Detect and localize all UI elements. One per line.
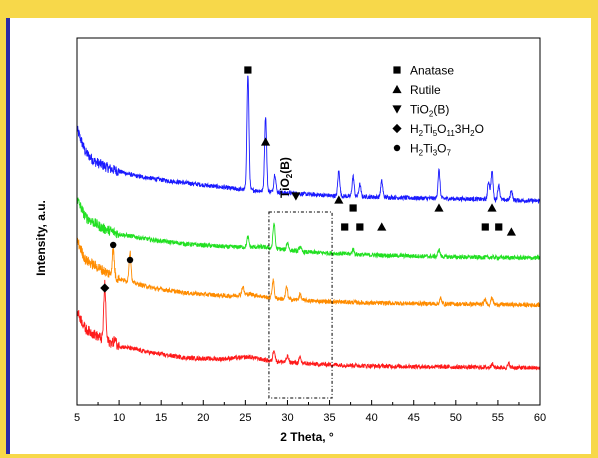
marker-triangle-up — [434, 203, 444, 212]
legend-label: H2Ti3O7 — [410, 142, 451, 158]
legend-label-part: H — [410, 142, 419, 156]
marker-circle — [126, 256, 134, 264]
plot-frame — [76, 37, 541, 406]
marker-triangle-up — [260, 137, 271, 146]
region-box-label-tail: (B) — [278, 157, 292, 174]
legend-label-sub: 2 — [470, 129, 475, 138]
legend-marker-square — [393, 66, 401, 74]
legend-label-part: H — [410, 122, 419, 136]
x-tick-label: 35 — [323, 412, 335, 424]
series-line-3 — [76, 237, 541, 309]
legend-label-part: Ti — [423, 142, 433, 156]
marker-circle — [109, 241, 117, 249]
marker-triangle-down — [291, 192, 301, 201]
legend-label: H2Ti5O113H2O — [410, 122, 484, 138]
region-box-layer: TiO2(B) — [268, 157, 333, 399]
legend-label-sub: 5 — [433, 129, 438, 138]
x-tick-label: 25 — [239, 412, 251, 424]
legend-label-sub: 2 — [429, 110, 434, 119]
x-axis-label: 2 Theta, ° — [280, 430, 334, 444]
legend-label-part: TiO — [410, 103, 429, 117]
series-line-2 — [76, 197, 541, 262]
marker-square — [495, 223, 503, 231]
marker-square — [349, 204, 357, 212]
legend-label: Anatase — [410, 64, 454, 78]
legend-label-part: O — [437, 142, 446, 156]
legend-label-part: O — [475, 122, 484, 136]
figure-panel — [6, 18, 591, 454]
x-tick-label: 15 — [155, 412, 167, 424]
axes: 5 10 15 20 25 30 35 40 45 50 55 60 — [74, 37, 546, 424]
marker-square — [244, 66, 252, 74]
marker-square — [481, 223, 489, 231]
x-tick-label: 5 — [74, 412, 80, 424]
x-tick-label: 45 — [408, 412, 420, 424]
y-axis-label: Intensity, a.u. — [34, 200, 48, 276]
legend-label-part: Ti — [423, 122, 433, 136]
legend-label-part: Anatase — [410, 64, 454, 78]
x-tick-label: 60 — [534, 412, 546, 424]
legend-label: Rutile — [410, 83, 441, 97]
legend-label: TiO2(B) — [410, 103, 449, 119]
series-line-4 — [76, 279, 541, 371]
tio2b-region-box — [268, 211, 333, 399]
x-tick-label: 10 — [113, 412, 125, 424]
region-box-label: TiO2(B) — [278, 157, 294, 198]
legend-label-sub: 2 — [419, 129, 424, 138]
marker-triangle-up — [487, 203, 497, 212]
x-tick-label: 55 — [492, 412, 504, 424]
legend-marker-triangle-up — [392, 84, 402, 94]
marker-triangle-up — [334, 195, 344, 204]
legend-label-part: Rutile — [410, 83, 441, 97]
series-line-1 — [76, 75, 541, 205]
region-box-label-sub: 2 — [285, 173, 294, 178]
phase-markers — [100, 66, 516, 293]
x-tick-label: 20 — [197, 412, 209, 424]
x-tick-label: 50 — [450, 412, 462, 424]
legend-label-part: O — [437, 122, 446, 136]
legend-label-sub: 3 — [433, 149, 438, 158]
x-tick-label: 40 — [366, 412, 378, 424]
marker-triangle-up — [377, 222, 387, 231]
legend-label-sub: 2 — [419, 149, 424, 158]
legend-marker-triangle-down — [392, 105, 402, 114]
marker-square — [356, 223, 364, 231]
legend-label-part: (B) — [433, 103, 449, 117]
legend-marker-diamond — [392, 123, 402, 134]
marker-diamond — [100, 283, 110, 293]
x-tick-label: 30 — [281, 412, 293, 424]
marker-square — [341, 223, 349, 231]
legend-marker-circle — [393, 144, 401, 152]
legend-label-sub: 7 — [446, 149, 451, 158]
legend-label-sub: 11 — [446, 129, 455, 138]
diffraction-patterns — [76, 75, 541, 371]
marker-triangle-up — [506, 227, 516, 236]
legend-label-part: 3H — [455, 122, 470, 136]
